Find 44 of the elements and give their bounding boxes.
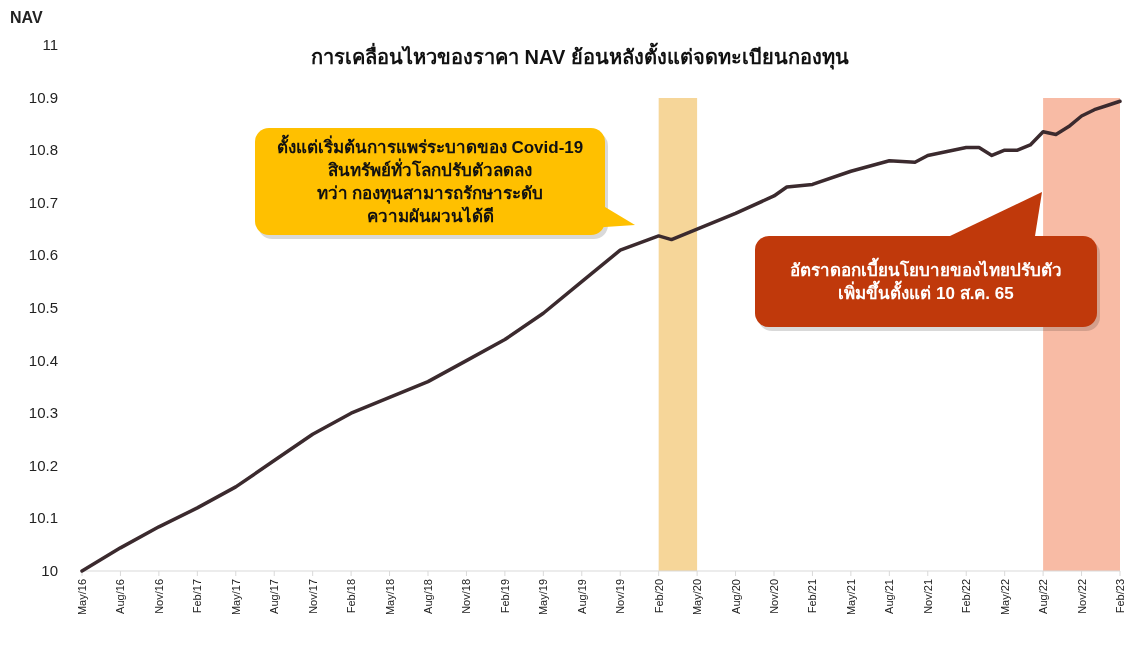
x-tick-label: Nov/19 [614, 579, 627, 614]
y-tick-label: 11 [42, 36, 58, 53]
x-tick-label: Feb/19 [498, 579, 511, 614]
y-tick-label: 10.6 [28, 246, 58, 264]
x-tick-label: Nov/21 [921, 579, 934, 614]
y-tick-label: 10.8 [28, 141, 58, 159]
x-tick-label: Nov/17 [306, 579, 319, 614]
annotation: อัตราดอกเบี้ยนโยบายของไทยปรับตัว เพิ่มขึ้นตั้งแต่ 10 ส.ค. 65 [790, 257, 1062, 303]
x-tick-label: Feb/17 [191, 579, 204, 614]
x-tick-label: Feb/21 [806, 579, 819, 614]
line-series [80, 99, 1122, 573]
x-tick-label: Aug/16 [114, 579, 127, 614]
y-tick-label: 10.3 [28, 404, 58, 422]
chart-title: การเคลื่อนไหวของราคา NAV ย้อนหลังตั้งแต่จดทะเบียนกองทุน [311, 42, 849, 70]
x-tick-label: Feb/23 [1114, 579, 1126, 614]
x-tick-label: May/17 [229, 579, 242, 616]
y-tick-label: 10 [41, 562, 58, 579]
x-tick-label: Aug/19 [575, 579, 588, 614]
x-tick-label: May/22 [998, 579, 1011, 616]
x-tick-label: Feb/18 [345, 579, 358, 614]
x-tick-label: Feb/22 [960, 579, 973, 614]
x-tick-label: Feb/20 [652, 579, 665, 614]
x-tick-label: Aug/17 [268, 579, 281, 614]
x-tick-label: Aug/21 [883, 579, 896, 614]
y-tick-label: 10.1 [28, 509, 58, 527]
x-tick-label: Aug/18 [422, 579, 434, 614]
y-tick-label: 10.2 [28, 456, 58, 474]
y-tick-label: 10.4 [28, 351, 58, 369]
x-tick-label: Nov/18 [460, 579, 473, 614]
x-tick-label: Nov/20 [768, 579, 780, 614]
x-tick-label: May/21 [844, 579, 857, 616]
y-axis-title: NAV [10, 9, 43, 26]
x-tick-label: May/16 [76, 579, 88, 616]
y-tick-label: 10.9 [28, 88, 58, 106]
x-tick-label: May/19 [537, 579, 550, 616]
y-tick-label: 10.5 [28, 299, 58, 316]
x-tick-label: Nov/22 [1075, 579, 1088, 614]
x-tick-label: May/18 [383, 579, 396, 616]
x-tick-label: May/20 [691, 579, 704, 616]
x-tick-label: Nov/16 [152, 579, 165, 614]
annotation: ตั้งแต่เริ่มต้นการแพร่ระบาดของ Covid-19 สินทรัพย์ทั่วโลกปรับตัวลดลง ทว่า กองทุนสามารถรักษาระดับ ความผันผวนได้ดี [276, 134, 584, 226]
x-tick-label: Aug/22 [1037, 579, 1050, 614]
y-tick-label: 10.7 [28, 193, 58, 211]
x-tick-label: Aug/20 [729, 579, 742, 614]
